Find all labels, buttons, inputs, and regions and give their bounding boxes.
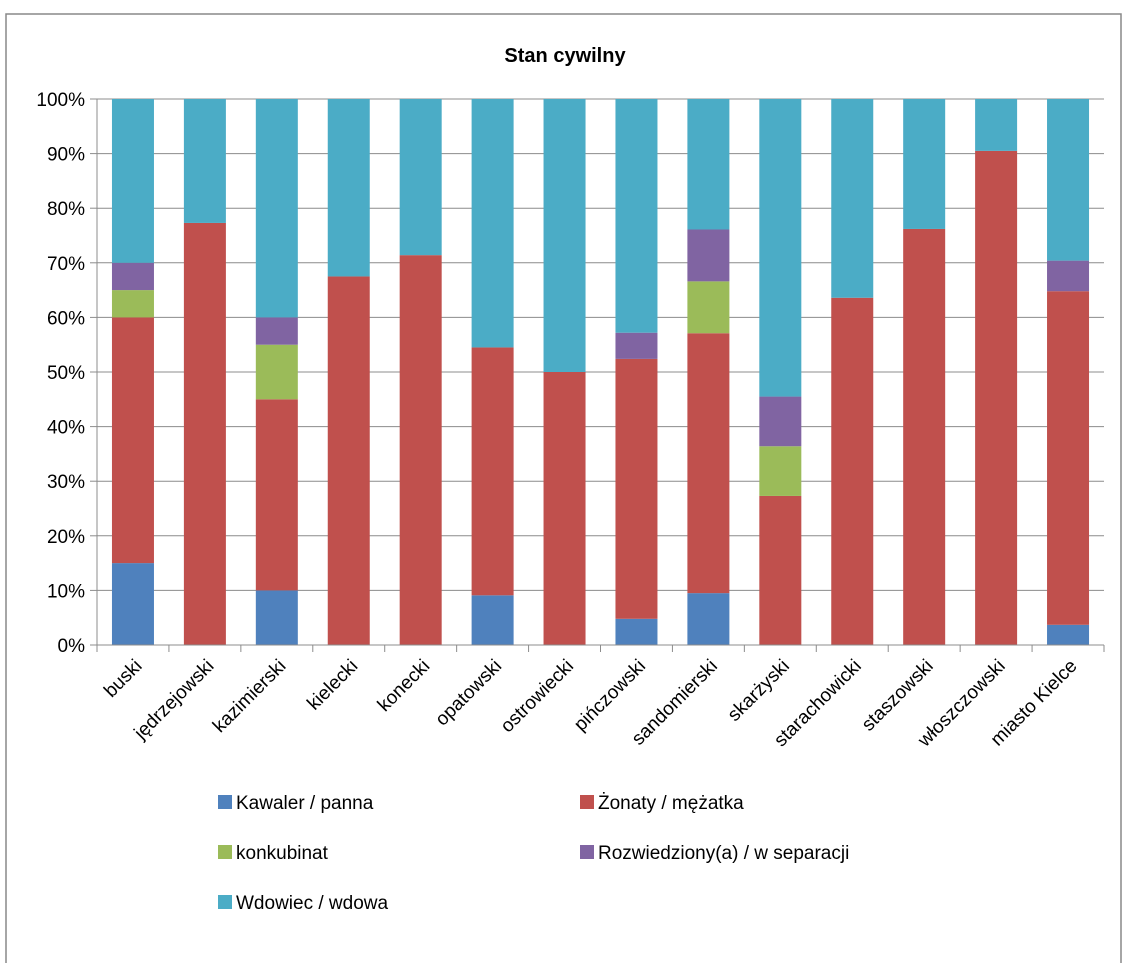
bar-segment [615, 618, 658, 645]
bar-segment [543, 99, 586, 372]
bar-segment [255, 317, 298, 345]
y-tick-label: 10% [47, 581, 85, 602]
bar-segment [687, 99, 730, 230]
y-tick-label: 60% [47, 308, 85, 329]
bar-segment [399, 255, 442, 645]
legend-swatch [580, 845, 594, 859]
y-tick-label: 30% [47, 472, 85, 493]
y-tick-label: 70% [47, 254, 85, 275]
bar-segment [255, 344, 298, 400]
bar-segment [327, 99, 370, 277]
bar-segment [183, 222, 226, 645]
bar-segment [111, 317, 154, 564]
bar-segment [183, 99, 226, 223]
bar-segment [399, 99, 442, 256]
bar-segment [759, 495, 802, 645]
bar-segment [1047, 624, 1090, 645]
legend-label: Wdowiec / wdowa [236, 893, 388, 914]
bar-segment [255, 99, 298, 318]
bar-segment [471, 347, 514, 596]
axes [96, 99, 1105, 652]
legend-label: Rozwiedziony(a) / w separacji [598, 843, 849, 864]
y-tick-label: 80% [47, 199, 85, 220]
bar-segment [111, 99, 154, 263]
bar-segment [615, 332, 658, 359]
legend-swatch [218, 895, 232, 909]
bar-segment [759, 99, 802, 397]
bar-segment [543, 372, 586, 645]
legend-item: Wdowiec / wdowa [218, 893, 388, 914]
bar-segment [615, 99, 658, 333]
bar-segment [111, 290, 154, 318]
bar-segment [111, 262, 154, 291]
chart-title: Stan cywilny [504, 45, 626, 67]
legend-item: konkubinat [218, 843, 329, 864]
bar-segment [687, 281, 730, 334]
y-tick-label: 0% [58, 636, 86, 657]
bar-segment [111, 563, 154, 645]
bar-segment [831, 297, 874, 645]
y-tick-labels: 0% 10% 20% 30% 40% 50% 60% 70% 80% 90% 100% [36, 90, 85, 657]
bar-segment [759, 446, 802, 496]
bar-segment [255, 590, 298, 645]
bar-segment [831, 99, 874, 298]
bar-segment [255, 399, 298, 591]
bar-segment [687, 229, 730, 282]
legend-swatch [218, 845, 232, 859]
bar-segment [615, 358, 658, 619]
legend-item: Rozwiedziony(a) / w separacji [580, 843, 849, 864]
legend-swatch [218, 795, 232, 809]
legend-item: Kawaler / panna [218, 793, 374, 814]
y-tick-label: 50% [47, 363, 85, 384]
bar-segment [327, 276, 370, 645]
bar-segment [687, 333, 730, 594]
bar-segment [1047, 291, 1090, 625]
bar-segment [975, 99, 1018, 151]
y-tick-label: 100% [36, 90, 85, 111]
bar-segment [975, 150, 1018, 645]
bar-segment [1047, 260, 1090, 292]
legend-swatch [580, 795, 594, 809]
bar-segment [471, 595, 514, 645]
legend: Kawaler / panna Żonaty / mężatka konkubina… [218, 793, 849, 914]
bar-segment [687, 593, 730, 645]
bar-segment [903, 99, 946, 229]
legend-label: Kawaler / panna [236, 793, 374, 814]
bar-segment [1047, 99, 1090, 261]
bar-segment [903, 228, 946, 645]
y-tick-label: 90% [47, 145, 85, 166]
bars [111, 99, 1090, 645]
y-tick-label: 20% [47, 527, 85, 548]
bar-segment [759, 396, 802, 447]
y-tick-label: 40% [47, 418, 85, 439]
legend-label: Żonaty / mężatka [598, 793, 744, 814]
bar-segment [471, 99, 514, 348]
legend-item: Żonaty / mężatka [580, 793, 744, 814]
legend-label: konkubinat [236, 843, 329, 864]
